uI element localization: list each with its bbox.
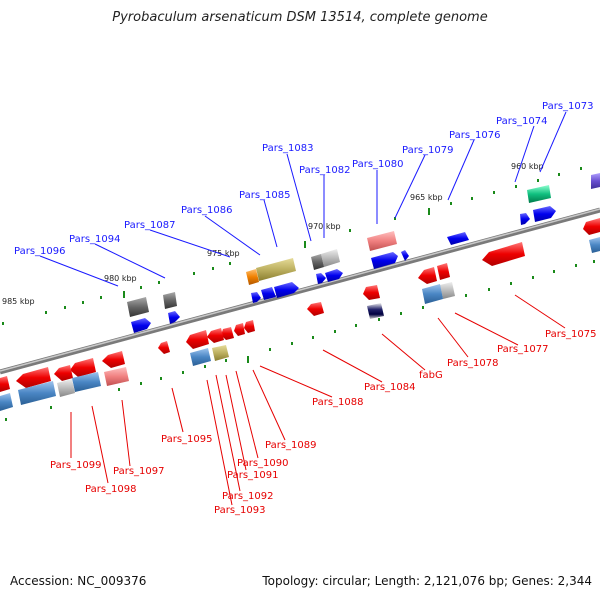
gene-label: Pars_1090 xyxy=(237,458,288,469)
gene-forward xyxy=(168,311,180,324)
gene-reverse xyxy=(158,341,170,354)
gene-forward xyxy=(371,252,398,269)
forward-genes xyxy=(127,173,600,333)
gene-forward xyxy=(163,292,177,309)
gene-reverse xyxy=(57,379,75,397)
gene-label: Pars_1079 xyxy=(402,145,453,156)
gene-forward xyxy=(256,258,296,281)
kbp-marker-980: 980 kbp xyxy=(104,274,137,283)
gene-reverse xyxy=(363,285,380,300)
kbp-marker-975: 975 kbp xyxy=(207,249,240,258)
gene-label: Pars_1084 xyxy=(364,382,415,393)
gene-reverse xyxy=(0,376,10,392)
gene-label: Pars_1080 xyxy=(352,159,403,170)
gene-forward xyxy=(533,206,556,222)
gene-label: fabG xyxy=(419,370,443,381)
gene-label: Pars_1096 xyxy=(14,246,65,257)
reverse-genes xyxy=(0,218,600,411)
gene-reverse xyxy=(212,345,229,361)
gene-label: Pars_1089 xyxy=(265,440,316,451)
gene-reverse xyxy=(18,381,56,405)
gene-label: Pars_1074 xyxy=(496,116,547,127)
gene-forward xyxy=(591,173,600,189)
gene-forward xyxy=(520,213,530,225)
gene-reverse xyxy=(437,263,450,280)
gene-reverse xyxy=(207,328,224,343)
gene-forward xyxy=(127,297,149,317)
gene-forward xyxy=(367,231,397,251)
gene-forward xyxy=(131,318,151,333)
gene-reverse xyxy=(440,282,455,299)
gene-reverse xyxy=(583,218,600,235)
gene-reverse xyxy=(0,393,13,411)
gene-label: Pars_1088 xyxy=(312,397,363,408)
top-gene-labels: Pars_1073 Pars_1074 Pars_1076 Pars_1079 … xyxy=(14,101,593,257)
gene-label: Pars_1093 xyxy=(214,505,265,516)
gene-reverse xyxy=(589,237,600,253)
gene-reverse xyxy=(418,267,437,284)
gene-reverse xyxy=(186,330,209,349)
gene-label: Pars_1099 xyxy=(50,460,101,471)
gene-label: Pars_1085 xyxy=(239,190,290,201)
gene-label: Pars_1098 xyxy=(85,484,136,495)
gene-reverse xyxy=(104,367,129,386)
gene-reverse xyxy=(234,323,245,336)
gene-reverse xyxy=(72,372,101,392)
kbp-marker-965: 965 kbp xyxy=(410,193,443,202)
gene-reverse xyxy=(16,367,51,388)
gene-reverse xyxy=(102,351,125,368)
gene-reverse xyxy=(70,358,96,377)
gene-label: Pars_1083 xyxy=(262,143,313,154)
gene-label: Pars_1082 xyxy=(299,165,350,176)
gene-forward xyxy=(261,287,276,300)
gene-reverse xyxy=(244,320,255,333)
gene-forward xyxy=(527,185,551,203)
gene-forward xyxy=(274,282,299,298)
gene-label: Pars_1073 xyxy=(542,101,593,112)
genome-backbone xyxy=(0,207,600,375)
bottom-gene-labels: Pars_1075 Pars_1077 Pars_1078 fabG Pars_… xyxy=(50,329,596,516)
bottom-leader-lines xyxy=(70,294,566,506)
kbp-marker-960: 960 kbp xyxy=(511,162,544,171)
gene-label: Pars_1091 xyxy=(227,470,278,481)
gene-reverse xyxy=(221,327,234,340)
gene-forward xyxy=(447,232,469,245)
gene-label: Pars_1097 xyxy=(113,466,164,477)
gene-forward xyxy=(251,292,261,303)
gene-label: Pars_1076 xyxy=(449,130,500,141)
accession-text: Accession: NC_009376 xyxy=(10,574,147,588)
topology-text: Topology: circular; Length: 2,121,076 bp… xyxy=(262,574,592,588)
map-title: Pyrobaculum arsenaticum DSM 13514, compl… xyxy=(112,10,488,25)
lower-tick-track xyxy=(5,260,595,421)
gene-forward xyxy=(311,254,324,270)
gene-reverse xyxy=(422,284,443,304)
top-leader-lines xyxy=(39,111,567,287)
gene-forward xyxy=(246,269,259,285)
kbp-marker-985: 985 kbp xyxy=(2,297,35,306)
gene-reverse xyxy=(190,348,211,366)
gene-label: Pars_1078 xyxy=(447,358,498,369)
gene-label: Pars_1087 xyxy=(124,220,175,231)
gene-forward xyxy=(316,273,326,284)
gene-label: Pars_1077 xyxy=(497,344,548,355)
gene-forward xyxy=(401,250,409,261)
gene-forward xyxy=(321,249,340,267)
upper-tick-track xyxy=(2,167,582,325)
gene-reverse xyxy=(482,242,525,266)
gene-reverse xyxy=(54,365,73,381)
gene-label: Pars_1095 xyxy=(161,434,212,445)
gene-label: Pars_1092 xyxy=(222,491,273,502)
gene-label: Pars_1086 xyxy=(181,205,232,216)
gene-reverse xyxy=(307,302,324,316)
gene-label: Pars_1075 xyxy=(545,329,596,340)
gene-label: Pars_1094 xyxy=(69,234,120,245)
gene-forward xyxy=(325,269,343,282)
gene-reverse xyxy=(367,303,384,319)
